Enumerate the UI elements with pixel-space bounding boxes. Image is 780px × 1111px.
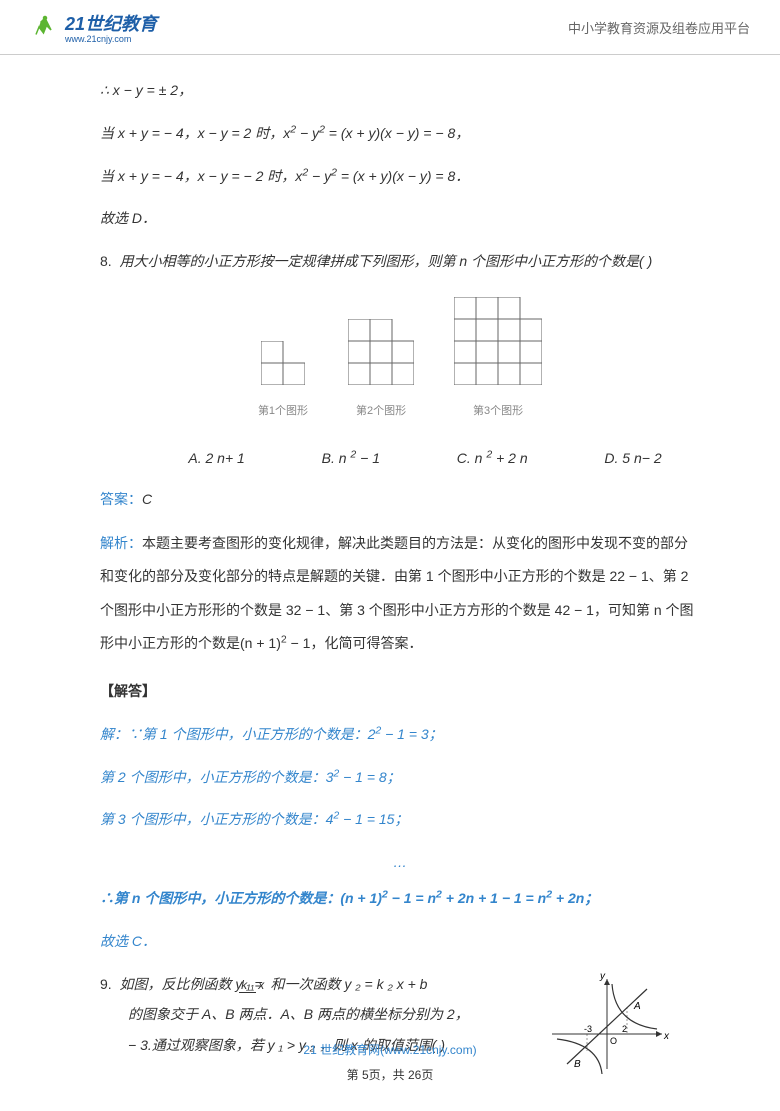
option-d: D. 5 n− 2 xyxy=(604,443,661,474)
grid-icon xyxy=(454,297,542,385)
solution-line: 第 2 个图形中，小正方形的个数是：32 − 1 = 8； xyxy=(100,762,700,793)
ellipsis: … xyxy=(100,847,700,878)
conclusion: 故选 D． xyxy=(100,203,700,234)
option-c: C. n 2 + 2 n xyxy=(457,443,528,474)
answer-value: C xyxy=(142,491,152,507)
page-content: ∴ x − y = ± 2， 当 x + y = − 4，x − y = 2 时… xyxy=(0,55,780,1111)
figure-3: 第3个图形 xyxy=(454,297,542,423)
header-right-text: 中小学教育资源及组卷应用平台 xyxy=(568,18,750,37)
options-row: A. 2 n+ 1 B. n 2 − 1 C. n 2 + 2 n D. 5 n… xyxy=(100,443,700,474)
fig-label: 第3个图形 xyxy=(454,399,542,423)
svg-text:2: 2 xyxy=(622,1024,627,1034)
answer-line: 答案：C xyxy=(100,484,700,515)
question-8: 8. 用大小相等的小正方形按一定规律拼成下列图形，则第 n 个图形中小正方形的个… xyxy=(100,246,700,277)
q8-number: 8. xyxy=(100,253,112,269)
solution-answer: 故选 C． xyxy=(100,926,700,957)
figure-1: 第1个图形 xyxy=(258,341,308,423)
q9-number: 9. xyxy=(100,976,112,992)
math-line: 当 x + y = − 4，x − y = 2 时，x2 − y2 = (x +… xyxy=(100,118,700,149)
logo-icon xyxy=(30,12,60,42)
svg-text:x: x xyxy=(663,1031,670,1042)
logo: 21世纪教育 www.21cnjy.com xyxy=(30,10,157,44)
analysis-block: 解析：本题主要考查图形的变化规律，解决此类题目的方法是：从变化的图形中发现不变的… xyxy=(100,527,700,661)
solution-conclusion: ∴第 n 个图形中，小正方形的个数是：(n + 1)2 − 1 = n2 + 2… xyxy=(100,883,700,914)
analysis-label: 解析： xyxy=(100,535,142,551)
svg-text:A: A xyxy=(633,1001,641,1012)
logo-text: 21世纪教育 xyxy=(65,10,157,36)
q8-text: 用大小相等的小正方形按一定规律拼成下列图形，则第 n 个图形中小正方形的个数是(… xyxy=(119,253,652,269)
figure-2: 第2个图形 xyxy=(348,319,414,423)
math-line: 当 x + y = − 4，x − y = − 2 时，x2 − y2 = (x… xyxy=(100,161,700,192)
footer-site: 21 世纪教育网(www.21cnjy.com) xyxy=(0,1041,780,1058)
svg-text:y: y xyxy=(599,971,606,982)
svg-text:-3: -3 xyxy=(584,1024,592,1034)
grid-icon xyxy=(348,319,414,385)
solve-label: 【解答】 xyxy=(100,676,700,707)
option-a: A. 2 n+ 1 xyxy=(188,443,244,474)
figures-row: 第1个图形 第2个图形 xyxy=(100,297,700,423)
option-b: B. n 2 − 1 xyxy=(322,443,380,474)
page-footer: 21 世纪教育网(www.21cnjy.com) 第 5页，共 26页 xyxy=(0,1041,780,1083)
solution-line: 解：∵第 1 个图形中，小正方形的个数是：22 − 1 = 3； xyxy=(100,719,700,750)
solution-line: 第 3 个图形中，小正方形的个数是：42 − 1 = 15； xyxy=(100,804,700,835)
page-header: 21世纪教育 www.21cnjy.com 中小学教育资源及组卷应用平台 xyxy=(0,0,780,55)
fig-label: 第1个图形 xyxy=(258,399,308,423)
grid-icon xyxy=(261,341,305,385)
analysis-text: 本题主要考查图形的变化规律，解决此类题目的方法是：从变化的图形中发现不变的部分和… xyxy=(100,535,694,652)
fig-label: 第2个图形 xyxy=(348,399,414,423)
page-number: 第 5页，共 26页 xyxy=(0,1066,780,1083)
math-line: ∴ x − y = ± 2， xyxy=(100,75,700,106)
answer-label: 答案： xyxy=(100,491,142,507)
